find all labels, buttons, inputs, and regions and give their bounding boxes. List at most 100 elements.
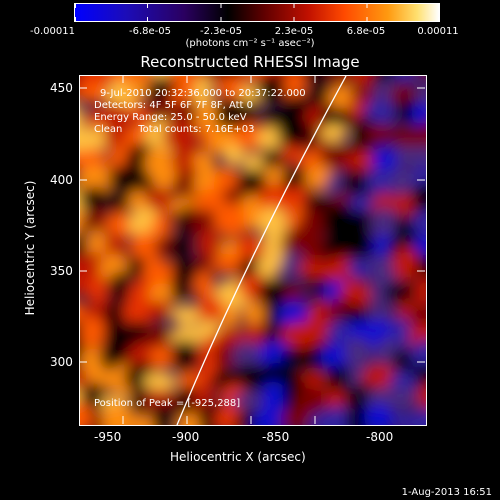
- colorbar-tick-label: -0.00011: [30, 26, 75, 37]
- emission-blob: [193, 270, 215, 302]
- colorbar-tick-label: 0.00011: [417, 26, 459, 37]
- emission-blob: [344, 337, 373, 369]
- y-tick-label: 300: [50, 355, 73, 369]
- colorbar-tick-label: -2.3e-05: [200, 26, 242, 37]
- emission-blob: [261, 147, 284, 172]
- emission-blob: [222, 143, 245, 166]
- emission-blob: [109, 271, 130, 303]
- emission-blob: [409, 145, 426, 167]
- emission-blob: [105, 210, 133, 241]
- time-range-text: 9-Jul-2010 20:32:36.000 to 20:37:22.000: [100, 88, 306, 99]
- emission-blob: [256, 126, 285, 152]
- emission-blob: [388, 370, 419, 394]
- emission-blob: [411, 103, 426, 126]
- emission-blob: [130, 389, 151, 415]
- emission-blob: [280, 407, 315, 425]
- emission-blob: [295, 386, 329, 413]
- emission-blob: [151, 214, 173, 238]
- emission-blob: [162, 120, 199, 151]
- emission-blob: [321, 203, 359, 240]
- emission-blob: [339, 230, 373, 260]
- emission-blob: [364, 404, 395, 425]
- emission-blob: [317, 107, 356, 129]
- emission-blob: [320, 406, 353, 425]
- emission-blob: [392, 386, 416, 410]
- colorbar: [74, 3, 440, 22]
- emission-blob: [280, 250, 304, 278]
- emission-blob: [392, 246, 419, 282]
- emission-blob: [193, 76, 214, 111]
- emission-blob: [320, 124, 348, 143]
- emission-blob: [85, 229, 107, 259]
- emission-blob: [236, 233, 264, 262]
- emission-blob: [394, 216, 417, 238]
- clean-counts-text: Clean Total counts: 7.16E+03: [94, 124, 255, 135]
- x-tick-label: -900: [172, 430, 200, 444]
- emission-blob: [106, 192, 135, 212]
- emission-blob: [80, 251, 106, 285]
- emission-blob: [277, 117, 314, 151]
- image-title: Reconstructed RHESSI Image: [140, 53, 360, 71]
- emission-blob: [283, 285, 304, 304]
- emission-blob: [154, 236, 175, 257]
- x-axis-label: Heliocentric X (arcsec): [170, 450, 306, 464]
- emission-blob: [236, 101, 259, 121]
- emission-blob: [423, 76, 426, 77]
- emission-blob: [365, 387, 400, 411]
- x-tick-label: -800: [366, 430, 394, 444]
- y-tick-label: 350: [50, 264, 73, 278]
- emission-blob: [326, 320, 357, 347]
- colorbar-tick-label: -6.8e-05: [129, 26, 171, 37]
- emission-blob: [213, 328, 242, 347]
- emission-blob: [142, 371, 178, 392]
- x-tick-label: -950: [94, 430, 122, 444]
- emission-blob: [262, 109, 286, 130]
- emission-blob: [414, 274, 426, 310]
- emission-blob: [80, 107, 84, 126]
- emission-blob: [85, 276, 109, 304]
- emission-blob: [261, 380, 287, 416]
- emission-blob: [235, 363, 262, 392]
- emission-blob: [297, 259, 330, 280]
- emission-blob: [364, 124, 396, 143]
- emission-blob: [122, 295, 154, 329]
- emission-blob: [80, 235, 85, 259]
- emission-blob: [371, 146, 400, 175]
- emission-blob: [149, 345, 176, 369]
- y-tick-label: 400: [50, 173, 73, 187]
- emission-blob: [348, 194, 377, 213]
- emission-blob: [80, 186, 108, 211]
- emission-blob: [308, 79, 330, 114]
- emission-blob: [80, 82, 109, 103]
- limb-line: [176, 76, 347, 425]
- emission-blob: [101, 403, 136, 425]
- emission-blob: [280, 347, 311, 366]
- emission-blob: [144, 325, 173, 351]
- y-axis-label: Heliocentric Y (arcsec): [23, 180, 37, 316]
- emission-blob: [214, 202, 249, 238]
- emission-blob: [146, 300, 172, 320]
- emission-blob: [237, 169, 272, 196]
- emission-blob: [169, 304, 205, 325]
- colorbar-tick-label: 2.3e-05: [274, 26, 314, 37]
- emission-blob: [80, 316, 105, 352]
- emission-blob: [416, 384, 426, 411]
- emission-blob: [126, 78, 151, 98]
- emission-blob: [394, 76, 417, 83]
- emission-blob: [146, 100, 180, 124]
- emission-blob: [382, 282, 420, 301]
- emission-blob: [325, 388, 346, 411]
- colorbar-tick-label: 6.8e-05: [346, 26, 386, 37]
- heatmap-image: [79, 75, 427, 426]
- emission-blob: [245, 76, 265, 81]
- emission-blob: [394, 145, 416, 165]
- emission-blob: [416, 122, 426, 153]
- emission-blob: [256, 76, 291, 104]
- emission-blob: [196, 297, 225, 322]
- emission-blob: [152, 400, 173, 425]
- emission-blob: [175, 412, 202, 425]
- emission-blob: [257, 278, 289, 306]
- emission-blob: [252, 410, 285, 425]
- emission-blob: [305, 76, 328, 82]
